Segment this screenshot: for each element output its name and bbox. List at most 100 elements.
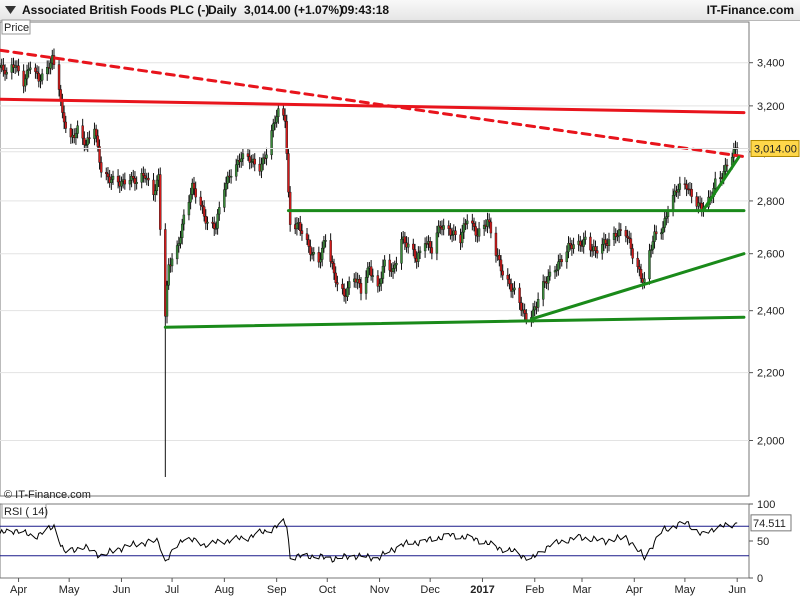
candle-body xyxy=(346,287,349,297)
candle-body xyxy=(309,246,312,255)
candle-body xyxy=(62,112,66,123)
candle-body xyxy=(253,158,256,165)
last-price-label: 3,014.00 xyxy=(754,143,797,155)
candle-body xyxy=(400,238,403,264)
candle-body xyxy=(548,271,552,277)
candle-body xyxy=(428,241,432,248)
candle-body xyxy=(317,252,321,263)
candle-body xyxy=(511,289,515,292)
candle-body xyxy=(312,252,315,255)
candle-body xyxy=(489,221,493,234)
resistance-trendline[interactable] xyxy=(0,97,746,115)
candle-body xyxy=(2,64,5,71)
candle-body xyxy=(531,309,535,318)
time-tick-label: Oct xyxy=(319,584,336,596)
time-tick-label: May xyxy=(59,584,80,596)
candle-body xyxy=(307,239,310,247)
candle-body xyxy=(216,213,219,229)
candle-body xyxy=(437,225,440,234)
candle-body xyxy=(155,179,159,191)
triangle-down-icon[interactable] xyxy=(4,3,17,16)
rsi-tag-box xyxy=(1,503,47,519)
price-tag: Price xyxy=(4,22,29,34)
candle-body xyxy=(283,115,287,122)
candle-body xyxy=(477,228,481,237)
price-panel[interactable]: 2,0002,2002,4002,6002,8003,0003,2003,400… xyxy=(0,21,800,497)
time-tick-label: Feb xyxy=(525,584,544,596)
candle-body xyxy=(557,261,560,271)
support-trendline[interactable] xyxy=(701,155,741,212)
candle-body xyxy=(430,247,434,254)
candle-body xyxy=(270,130,273,156)
candle-body xyxy=(167,264,170,286)
resistance-trendline[interactable] xyxy=(0,48,746,159)
candle-body xyxy=(226,175,229,184)
time-tick-label: May xyxy=(675,584,696,596)
candle-body xyxy=(501,270,504,276)
time-tick-label: 2017 xyxy=(470,584,494,596)
candle-body xyxy=(288,191,292,225)
candle-body xyxy=(461,231,464,244)
candle-body xyxy=(187,201,191,216)
candle-body xyxy=(324,240,327,242)
candle-body xyxy=(204,215,208,224)
candle-body xyxy=(282,108,285,116)
candle-body xyxy=(636,257,639,267)
candle-body xyxy=(37,73,40,82)
candle-body xyxy=(106,173,110,178)
candle-body xyxy=(57,64,61,90)
candle-body xyxy=(105,172,108,174)
candle-body xyxy=(450,234,454,236)
candle-body xyxy=(17,65,20,72)
candle-body xyxy=(665,216,668,219)
candle-body xyxy=(300,230,304,234)
candle-body xyxy=(471,220,474,224)
candle-body xyxy=(347,281,351,289)
candle-body xyxy=(589,236,592,251)
candle-body xyxy=(76,125,79,134)
rsi-panel[interactable]: 0 50 100 74.511 xyxy=(0,499,792,585)
candle-body xyxy=(464,223,467,225)
candle-body xyxy=(342,288,346,296)
candle-body xyxy=(601,244,604,254)
candle-body xyxy=(518,287,521,303)
candle-body xyxy=(725,164,729,167)
candle-body xyxy=(49,62,52,69)
candle-body xyxy=(132,176,135,179)
candle-body xyxy=(617,229,621,237)
candle-body xyxy=(140,173,143,183)
candle-body xyxy=(359,283,363,294)
candle-body xyxy=(660,232,663,235)
candle-body xyxy=(418,250,422,253)
support-trendline[interactable] xyxy=(529,252,746,321)
candle-body xyxy=(39,79,42,82)
candle-body xyxy=(152,179,155,195)
candle-body xyxy=(673,190,676,196)
candle-body xyxy=(120,181,123,187)
candle-body xyxy=(442,225,445,230)
price-tick-label: 2,800 xyxy=(757,196,785,208)
candle-body xyxy=(579,240,582,246)
copyright-text: © IT-Finance.com xyxy=(4,489,91,501)
candle-body xyxy=(223,189,226,208)
candle-body xyxy=(378,283,381,287)
candle-body xyxy=(246,153,250,157)
candle-body xyxy=(435,232,439,254)
candle-body xyxy=(285,121,288,154)
candle-body xyxy=(697,202,700,207)
candle-body xyxy=(336,282,339,285)
candle-body xyxy=(395,263,398,266)
time-label: 09:43:18 xyxy=(341,3,390,17)
price-tick-label: 2,000 xyxy=(757,435,785,447)
candle-body xyxy=(383,259,386,267)
rsi-line[interactable] xyxy=(0,517,738,563)
candle-body xyxy=(695,196,698,207)
candle-body xyxy=(584,236,587,240)
interval-label: Daily xyxy=(208,3,237,17)
candle-body xyxy=(69,128,73,138)
candle-body xyxy=(248,156,251,163)
candle-body xyxy=(180,223,184,238)
candle-body xyxy=(164,229,167,317)
support-trendline[interactable] xyxy=(163,315,746,329)
